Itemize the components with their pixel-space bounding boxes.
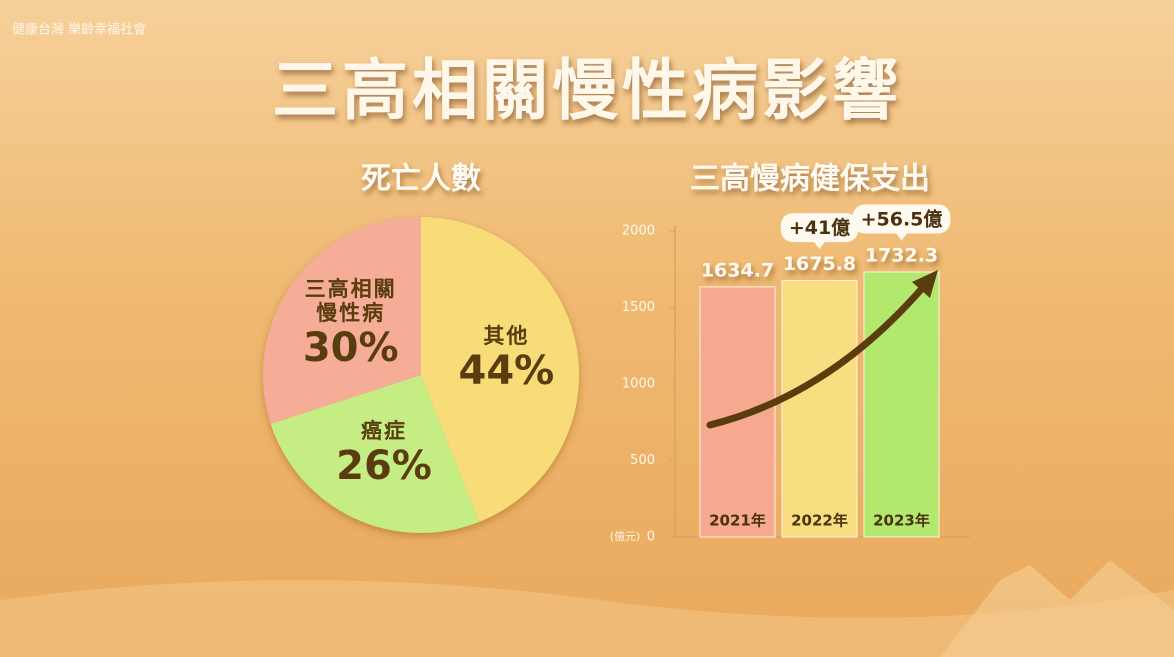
trend-arrow <box>706 281 929 429</box>
bar-value-label: 1732.3 <box>865 244 938 266</box>
bar-title: 三高慢病健保支出 <box>690 162 930 197</box>
annotation-tail <box>895 232 908 241</box>
pie-title: 死亡人數 <box>361 162 481 197</box>
bar-chart: 0 500 1000 1500 2000 (億元) 1634.7 2021年 1675.8 202… <box>610 204 970 545</box>
x-tick-label: 2022年 <box>791 512 848 530</box>
x-tick-label: 2023年 <box>873 512 930 530</box>
pie-label: 其他 44% <box>451 324 561 394</box>
bar-value-label: 1675.8 <box>783 253 856 275</box>
pie <box>262 216 579 533</box>
annotation: +41億 <box>789 216 850 239</box>
y-tick-label: 2000 <box>622 224 655 239</box>
pie-slice <box>270 375 480 533</box>
y-tick-label: 1500 <box>622 300 655 315</box>
x-tick-label: 2021年 <box>709 512 766 530</box>
pie-label: 三高相關慢性病 30% <box>296 277 406 371</box>
y-tick-label: 0 <box>647 530 655 545</box>
pie-category-label: 癌症 <box>360 418 407 443</box>
bar <box>863 271 940 538</box>
bar <box>781 280 858 538</box>
page-title: 三高相關慢性病影響 <box>272 52 902 129</box>
annotation-bubble <box>780 213 859 243</box>
annotation-tail <box>813 241 826 250</box>
trend-arrow-head <box>912 270 938 298</box>
annotation: +56.5億 <box>861 207 943 230</box>
bar <box>699 286 776 538</box>
background-hill <box>0 580 1174 657</box>
background-mountain <box>940 560 1174 657</box>
annotation-bubble <box>852 204 951 234</box>
pie-slice <box>421 217 579 522</box>
pie-label: 癌症 26% <box>329 419 439 489</box>
pie-value-label: 44% <box>458 347 555 394</box>
y-tick-label: 500 <box>630 453 655 468</box>
y-tick-label: 1000 <box>622 377 655 392</box>
y-unit-label: (億元) <box>610 530 641 543</box>
pie-value-label: 26% <box>336 442 432 489</box>
pie-category-label: 其他 <box>483 323 530 348</box>
pie-slice <box>262 216 422 424</box>
bar-value-label: 1634.7 <box>701 259 774 281</box>
pie-value-label: 30% <box>302 325 399 372</box>
logo: 健康台灣 樂齡幸福社會 <box>12 22 146 38</box>
pie-category-label: 三高相關慢性病 <box>304 276 397 326</box>
